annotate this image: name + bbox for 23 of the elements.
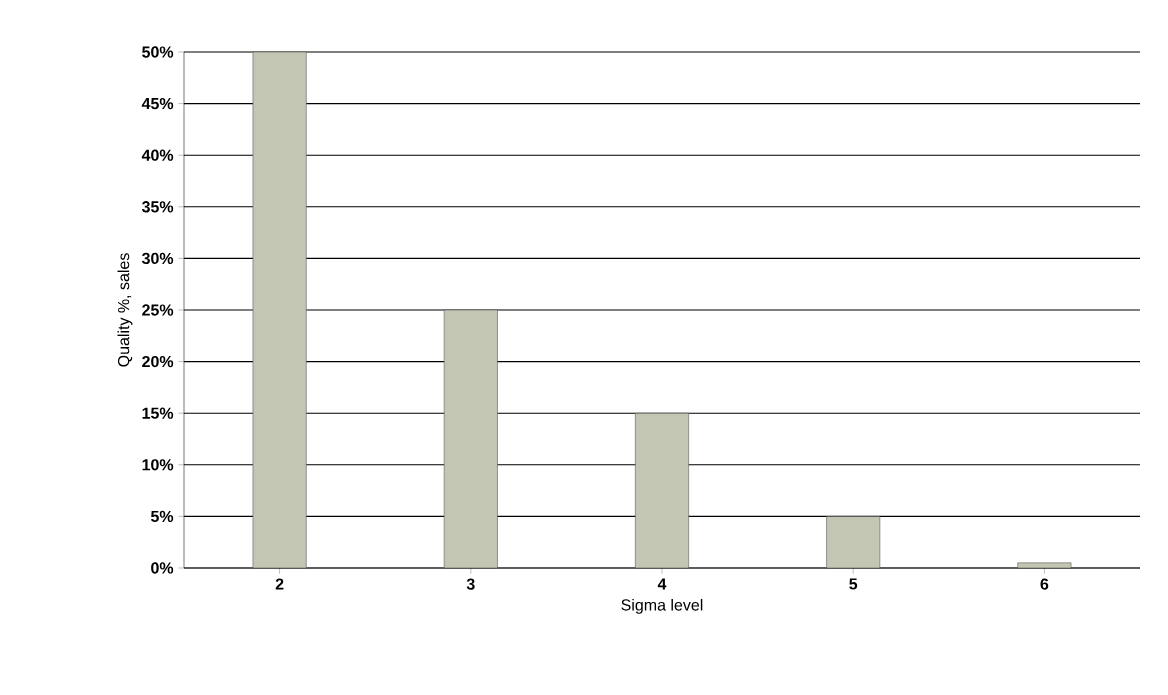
x-axis-title: Sigma level bbox=[621, 599, 703, 614]
y-tick-label: 40% bbox=[141, 149, 174, 162]
y-tick-label: 0% bbox=[151, 562, 174, 574]
y-tick-label: 20% bbox=[142, 356, 174, 368]
bar bbox=[252, 51, 307, 569]
bar bbox=[826, 516, 881, 569]
y-tick-label: 35% bbox=[141, 201, 174, 213]
x-tick-label: 3 bbox=[466, 578, 475, 590]
y-tick-label: 50% bbox=[142, 46, 174, 58]
x-tick-label: 5 bbox=[849, 578, 858, 590]
bar bbox=[443, 309, 498, 569]
x-tick-label: 6 bbox=[1040, 578, 1049, 590]
y-tick-label: 15% bbox=[142, 407, 174, 419]
y-tick-label: 25% bbox=[142, 304, 174, 316]
y-tick-label: 45% bbox=[141, 98, 174, 110]
x-tick-label: 4 bbox=[657, 578, 667, 590]
bar bbox=[1017, 562, 1072, 569]
x-tick-label: 2 bbox=[275, 578, 284, 590]
y-tick-label: 30% bbox=[141, 252, 174, 265]
y-axis-title: Quality %, sales bbox=[117, 253, 133, 367]
y-tick-label: 5% bbox=[150, 510, 174, 523]
bar bbox=[635, 413, 689, 569]
y-tick-label: 10% bbox=[142, 459, 174, 471]
